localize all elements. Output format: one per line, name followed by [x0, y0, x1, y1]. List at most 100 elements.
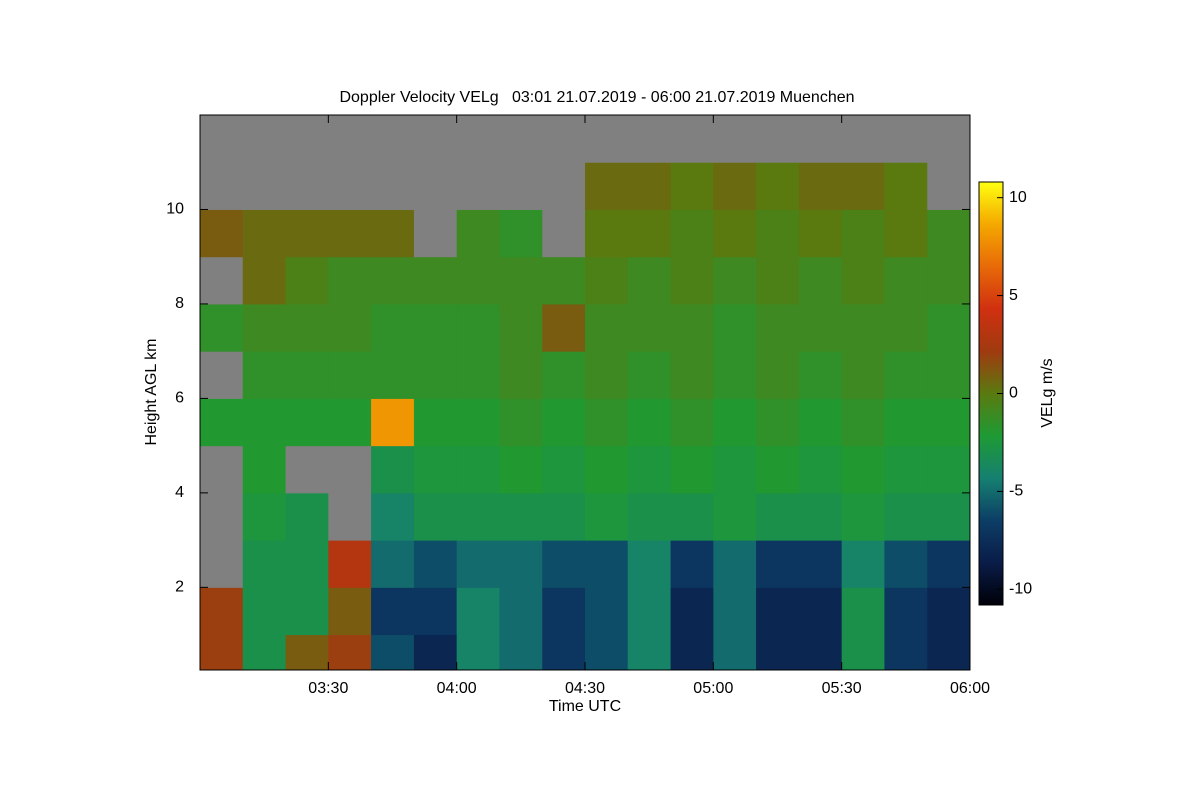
- heatmap: [200, 115, 970, 670]
- heatmap-cell: [456, 445, 500, 494]
- heatmap-cell: [542, 351, 586, 399]
- heatmap-cell: [798, 351, 843, 399]
- heatmap-cell: [756, 209, 800, 258]
- heatmap-cell: [285, 587, 329, 636]
- heatmap-cell: [841, 115, 885, 163]
- heatmap-cell: [285, 162, 329, 210]
- heatmap-cell: [285, 492, 329, 541]
- heatmap-cell: [713, 209, 757, 258]
- heatmap-cell: [200, 445, 244, 494]
- heatmap-cell: [585, 303, 629, 352]
- heatmap-cell: [627, 209, 672, 258]
- heatmap-cell: [927, 351, 970, 399]
- heatmap-cell: [200, 587, 244, 636]
- heatmap-cell: [499, 162, 543, 210]
- heatmap-cell: [413, 162, 458, 210]
- colorbar-tick-label: 5: [1009, 287, 1018, 304]
- heatmap-cell: [756, 492, 800, 541]
- heatmap-cell: [627, 398, 672, 447]
- heatmap-cell: [285, 540, 329, 588]
- heatmap-cell: [456, 209, 500, 258]
- heatmap-cell: [670, 492, 714, 541]
- heatmap-cell: [756, 540, 800, 588]
- heatmap-cell: [328, 115, 372, 163]
- heatmap-cell: [670, 587, 714, 636]
- heatmap-cell: [371, 351, 415, 399]
- heatmap-cell: [456, 115, 500, 163]
- heatmap-cell: [200, 540, 244, 588]
- heatmap-cell: [456, 351, 500, 399]
- heatmap-cell: [884, 492, 928, 541]
- heatmap-cell: [242, 115, 287, 163]
- heatmap-cell: [413, 492, 458, 541]
- heatmap-cell: [371, 587, 415, 636]
- heatmap-cell: [456, 634, 500, 670]
- heatmap-cell: [884, 351, 928, 399]
- x-tick-label: 05:00: [693, 680, 733, 697]
- heatmap-cell: [927, 540, 970, 588]
- heatmap-cell: [798, 492, 843, 541]
- heatmap-cell: [841, 540, 885, 588]
- heatmap-cell: [242, 351, 287, 399]
- heatmap-cell: [627, 492, 672, 541]
- heatmap-cell: [371, 162, 415, 210]
- heatmap-cell: [413, 634, 458, 670]
- heatmap-cell: [713, 351, 757, 399]
- heatmap-cell: [328, 492, 372, 541]
- heatmap-cell: [242, 209, 287, 258]
- heatmap-cell: [927, 303, 970, 352]
- heatmap-cell: [542, 162, 586, 210]
- heatmap-cell: [328, 587, 372, 636]
- y-tick-label: 2: [175, 579, 184, 596]
- heatmap-cell: [200, 351, 244, 399]
- heatmap-cell: [756, 162, 800, 210]
- heatmap-cell: [285, 209, 329, 258]
- heatmap-cell: [927, 492, 970, 541]
- heatmap-cell: [371, 634, 415, 670]
- colorbar-tick-label: 10: [1009, 189, 1027, 206]
- heatmap-cell: [200, 303, 244, 352]
- heatmap-cell: [413, 256, 458, 305]
- heatmap-cell: [499, 492, 543, 541]
- heatmap-cell: [798, 540, 843, 588]
- heatmap-cell: [413, 209, 458, 258]
- heatmap-cell: [200, 115, 244, 163]
- heatmap-cell: [841, 587, 885, 636]
- heatmap-cell: [200, 492, 244, 541]
- heatmap-cell: [542, 303, 586, 352]
- heatmap-cell: [242, 398, 287, 447]
- heatmap-cell: [585, 587, 629, 636]
- heatmap-cell: [713, 634, 757, 670]
- heatmap-cell: [499, 398, 543, 447]
- heatmap-cell: [542, 398, 586, 447]
- heatmap-cell: [841, 303, 885, 352]
- heatmap-cell: [242, 445, 287, 494]
- heatmap-cell: [841, 445, 885, 494]
- heatmap-cell: [627, 351, 672, 399]
- heatmap-cell: [328, 540, 372, 588]
- heatmap-cell: [371, 115, 415, 163]
- y-tick-label: 4: [175, 484, 184, 501]
- colorbar-tick-label: -5: [1009, 483, 1023, 500]
- heatmap-cell: [371, 540, 415, 588]
- heatmap-cell: [413, 398, 458, 447]
- heatmap-cell: [371, 398, 415, 447]
- heatmap-cell: [499, 256, 543, 305]
- heatmap-cell: [841, 209, 885, 258]
- heatmap-cell: [756, 398, 800, 447]
- heatmap-cell: [756, 351, 800, 399]
- heatmap-cell: [242, 303, 287, 352]
- colorbar-tick-label: 0: [1009, 385, 1018, 402]
- heatmap-cell: [927, 115, 970, 163]
- heatmap-cell: [713, 115, 757, 163]
- heatmap-cell: [542, 492, 586, 541]
- heatmap-cell: [456, 492, 500, 541]
- heatmap-cell: [285, 398, 329, 447]
- colorbar-label: VELg m/s: [1039, 358, 1056, 427]
- heatmap-cell: [627, 540, 672, 588]
- heatmap-cell: [542, 445, 586, 494]
- heatmap-cell: [285, 634, 329, 670]
- heatmap-cell: [798, 256, 843, 305]
- heatmap-cell: [242, 587, 287, 636]
- x-tick-label: 05:30: [822, 680, 862, 697]
